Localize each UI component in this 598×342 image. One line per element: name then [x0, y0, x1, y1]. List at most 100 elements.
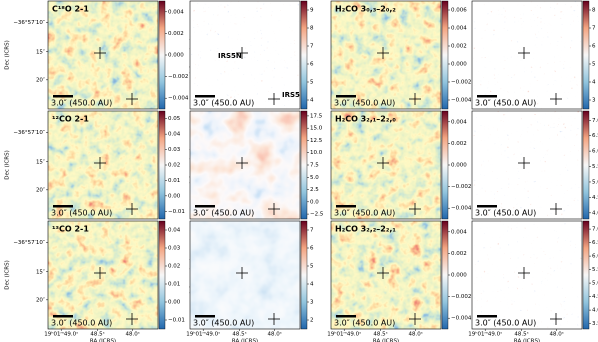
y-axis-label: Dec (ICRS) [5, 150, 11, 179]
panel-frame [47, 220, 159, 330]
map-image [48, 1, 158, 109]
colorbar-tick-label: 0.01 [168, 178, 180, 184]
panel-title: H₂CO 3₂,₂–2₂,₁ [335, 225, 396, 234]
scale-bar [336, 205, 356, 208]
y-axis-label: Dec (ICRS) [5, 40, 11, 69]
colorbar-tick-label: 0.000 [451, 163, 467, 169]
x-axis-label: RA (ICRS) [232, 339, 258, 342]
y-tick-label: 15″ [36, 159, 45, 165]
colorbar-tick-label: 0.004 [451, 229, 467, 235]
scale-bar-label: 3.0″ (450.0 AU) [475, 99, 536, 108]
colorbar-tick-label: 4.5 [592, 294, 598, 300]
colorbar-tick-label: 7.0 [592, 227, 598, 233]
colorbar-tick-label: 0.02 [168, 264, 180, 270]
colorbar-tick-label: 7 [310, 228, 314, 234]
panel-title: ¹²CO 2-1 [52, 115, 89, 124]
panel-frame [330, 0, 442, 110]
colorbar-tick-label: 0.002 [451, 44, 467, 50]
colorbar-tick-label: 0.000 [168, 53, 184, 59]
scale-bar-label: 3.0″ (450.0 AU) [475, 319, 536, 328]
colorbar-tick-label: 4 [310, 98, 314, 104]
scale-bar [477, 205, 497, 208]
colorbar-tick-label: 0.02 [168, 163, 180, 169]
scale-bar [195, 315, 215, 318]
map-image [190, 221, 300, 329]
map-image [331, 111, 441, 219]
x-axis-label: RA (ICRS) [90, 339, 116, 342]
colorbar [158, 110, 166, 220]
scale-bar [477, 315, 497, 318]
scale-bar-label: 3.0″ (450.0 AU) [193, 319, 254, 328]
scale-bar-label: 3.0″ (450.0 AU) [51, 319, 112, 328]
x-tick-label: 48.0ˢ [126, 332, 140, 338]
colorbar-tick-label: 2 [310, 318, 314, 324]
y-tick-label: −36°57′10″ [13, 20, 45, 26]
scale-bar-label: 3.0″ (450.0 AU) [51, 99, 112, 108]
colorbar-tick-label: −0.002 [451, 294, 471, 300]
y-tick-label: 15″ [36, 269, 45, 275]
y-tick-label: 20″ [36, 297, 45, 303]
colorbar-tick-label: 12.5 [310, 138, 323, 144]
x-axis-label: RA (ICRS) [514, 339, 540, 342]
panel-frame [471, 0, 583, 110]
colorbar-tick-label: 6 [310, 62, 314, 68]
map-image [190, 111, 300, 219]
colorbar [582, 0, 590, 110]
panel-frame [47, 0, 159, 110]
colorbar-tick-label: −0.002 [168, 74, 188, 80]
panel-frame [47, 110, 159, 220]
colorbar [300, 110, 308, 220]
scale-bar-label: 3.0″ (450.0 AU) [334, 99, 395, 108]
colorbar-tick-label: 7 [310, 44, 314, 50]
y-axis-label: Dec (ICRS) [5, 260, 11, 289]
colorbar-tick-label: −0.01 [168, 318, 185, 324]
scale-bar [336, 315, 356, 318]
colorbar-tick-label: 15.0 [310, 126, 323, 132]
colorbar-tick-label: 4.0 [592, 210, 598, 216]
colorbar-tick-label: 5.0 [592, 179, 598, 185]
colorbar-tick-label: 4 [310, 282, 314, 288]
colorbar [300, 0, 308, 110]
x-tick-label: 19ʰ01ᵐ49.0ˢ [327, 331, 361, 338]
colorbar-tick-label: 0.03 [168, 246, 181, 252]
colorbar-tick-label: 3.5 [592, 321, 598, 327]
panel-frame [471, 220, 583, 330]
colorbar-tick-label: 4.0 [592, 308, 598, 314]
colorbar-tick-label: −0.01 [168, 209, 185, 215]
x-tick-label: 19ʰ01ᵐ49.0ˢ [468, 331, 502, 338]
scale-bar-label: 3.0″ (450.0 AU) [334, 319, 395, 328]
colorbar-tick-label: 5 [310, 264, 314, 270]
colorbar-tick-label: −0.002 [451, 80, 471, 86]
colorbar [441, 0, 449, 110]
x-tick-label: 19ʰ01ᵐ49.0ˢ [186, 331, 220, 338]
colorbar-tick-label: 5 [592, 62, 596, 68]
scale-bar-label: 3.0″ (450.0 AU) [475, 209, 536, 218]
colorbar-tick-label: 5.0 [310, 175, 319, 181]
scale-bar [336, 95, 356, 98]
source-label: IRS5 [282, 91, 300, 99]
colorbar-tick-label: 7.0 [592, 118, 598, 124]
colorbar-tick-label: 5.5 [592, 267, 598, 273]
colorbar [158, 0, 166, 110]
colorbar-tick-label: 0.0 [310, 199, 319, 205]
colorbar-tick-label: 6.0 [592, 149, 598, 155]
colorbar-tick-label: 6.0 [592, 254, 598, 260]
colorbar [441, 110, 449, 220]
colorbar-tick-label: 0.002 [451, 141, 467, 147]
x-tick-label: 48.0ˢ [409, 332, 423, 338]
colorbar [582, 220, 590, 330]
panel-title: ¹³CO 2-1 [52, 225, 89, 234]
panel-title: H₂CO 3₂,₁–2₂,₀ [335, 115, 396, 124]
map-image [48, 221, 158, 329]
colorbar-tick-label: 0.006 [451, 8, 467, 14]
colorbar [300, 220, 308, 330]
scale-bar [195, 205, 215, 208]
colorbar-tick-label: 5 [310, 80, 314, 86]
y-tick-label: 15″ [36, 49, 45, 55]
colorbar [441, 220, 449, 330]
y-tick-label: 20″ [36, 187, 45, 193]
colorbar-tick-label: −0.004 [168, 96, 189, 102]
panel-frame [189, 220, 301, 330]
scale-bar [53, 315, 73, 318]
